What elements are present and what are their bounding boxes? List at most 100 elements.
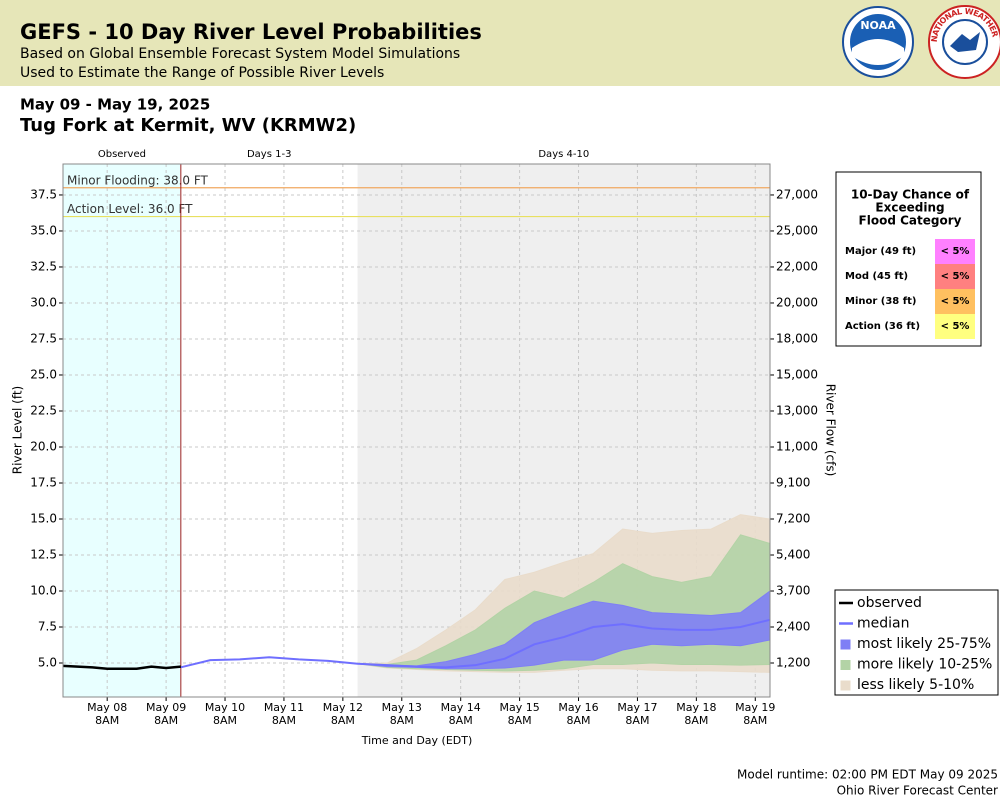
y2-tick-label: 18,000 (776, 331, 818, 345)
x-tick-sublabel: 8AM (390, 714, 414, 727)
chance-value: < 5% (941, 321, 970, 332)
y2-tick-label: 20,000 (776, 295, 818, 309)
x-tick-sublabel: 8AM (567, 714, 591, 727)
page-title: GEFS - 10 Day River Level Probabilities (20, 20, 482, 44)
x-tick-label: May 19 (735, 701, 775, 714)
y2-tick-label: 11,000 (776, 439, 818, 453)
legend-label: most likely 25-75% (857, 636, 991, 652)
y2-tick-label: 1,200 (776, 656, 810, 670)
chance-value: < 5% (941, 271, 970, 282)
x-tick-label: May 16 (558, 701, 598, 714)
x-tick-sublabel: 8AM (154, 714, 178, 727)
legend-box (834, 589, 999, 696)
x-tick-sublabel: 8AM (449, 714, 473, 727)
y2-tick-label: 22,000 (776, 259, 818, 273)
y-tick-label: 17.5 (30, 475, 57, 489)
y-tick-label: 15.0 (30, 511, 57, 525)
series-line (180, 618, 771, 669)
y2-tick-label: 15,000 (776, 367, 818, 381)
chance-cell (935, 264, 975, 289)
x-tick-sublabel: 8AM (331, 714, 355, 727)
legend-swatch (840, 660, 851, 670)
legend-label: more likely 10-25% (857, 657, 992, 673)
legend-label: median (857, 616, 909, 632)
subtitle: Based on Global Ensemble Forecast System… (20, 46, 460, 62)
header-band (0, 0, 1000, 86)
x-tick-label: May 12 (323, 701, 363, 714)
x-tick-label: May 18 (676, 701, 716, 714)
flood-line-label: Action Level: 36.0 FT (67, 202, 193, 216)
chance-cell (935, 289, 975, 314)
x-tick-label: May 11 (264, 701, 304, 714)
region-label: Days 1-3 (247, 149, 291, 160)
legend-label: less likely 5-10% (857, 677, 974, 693)
x-tick-sublabel: 8AM (743, 714, 767, 727)
y2-tick-label: 27,000 (776, 187, 818, 201)
x-axis-label: Time and Day (EDT) (361, 734, 473, 747)
y-tick-label: 37.5 (30, 187, 57, 201)
plot-frame (62, 163, 771, 698)
y-tick-label: 5.0 (38, 656, 57, 670)
chance-cell (935, 314, 975, 339)
legend-swatch (840, 639, 851, 650)
footer-text: Ohio River Forecast Center (837, 784, 998, 798)
x-tick-sublabel: 8AM (684, 714, 708, 727)
y-axis-label: River Level (ft) (11, 386, 25, 474)
series-line (62, 664, 181, 671)
y2-tick-label: 25,000 (776, 223, 818, 237)
x-tick-sublabel: 8AM (95, 714, 119, 727)
chance-cell (935, 239, 975, 264)
x-tick-label: May 17 (617, 701, 657, 714)
y-tick-label: 27.5 (30, 331, 57, 345)
x-tick-label: May 15 (499, 701, 539, 714)
legend-label: observed (857, 595, 922, 611)
y2-tick-label: 5,400 (776, 548, 810, 562)
region (63, 164, 181, 697)
subtitle: Used to Estimate the Range of Possible R… (20, 65, 384, 81)
region-label: Observed (98, 149, 146, 160)
y2-tick-label: 3,700 (776, 584, 810, 598)
y-tick-label: 10.0 (30, 584, 57, 598)
flood-category: Mod (45 ft) (845, 271, 908, 282)
chance-value: < 5% (941, 296, 970, 307)
x-tick-sublabel: 8AM (508, 714, 532, 727)
location: Tug Fork at Kermit, WV (KRMW2) (20, 115, 356, 136)
flood-category: Major (49 ft) (845, 246, 916, 257)
y-tick-label: 12.5 (30, 548, 57, 562)
logo-text: NOAA (860, 19, 896, 32)
x-tick-sublabel: 8AM (625, 714, 649, 727)
y2-tick-label: 13,000 (776, 403, 818, 417)
flood-table-title: Exceeding (875, 201, 944, 215)
flood-table-title: 10-Day Chance of (851, 188, 970, 202)
flood-line-label: Minor Flooding: 38.0 FT (67, 173, 209, 187)
y-tick-label: 30.0 (30, 295, 57, 309)
x-tick-sublabel: 8AM (272, 714, 296, 727)
x-tick-label: May 08 (87, 701, 127, 714)
date-range: May 09 - May 19, 2025 (20, 96, 210, 114)
flood-category: Action (36 ft) (845, 321, 920, 332)
x-tick-label: May 13 (382, 701, 422, 714)
y2-tick-label: 9,100 (776, 475, 810, 489)
noaa-logo: NOAA (842, 6, 914, 78)
y-tick-label: 32.5 (30, 259, 57, 273)
y2-tick-label: 7,200 (776, 511, 810, 525)
chance-value: < 5% (941, 246, 970, 257)
legend-swatch (840, 680, 851, 691)
x-tick-label: May 14 (441, 701, 481, 714)
y-tick-label: 7.5 (38, 620, 57, 634)
y-tick-label: 25.0 (30, 367, 57, 381)
region-label: Days 4-10 (538, 149, 589, 160)
flood-category: Minor (38 ft) (845, 296, 916, 307)
footer-text: Model runtime: 02:00 PM EDT May 09 2025 (737, 768, 998, 782)
y-tick-label: 35.0 (30, 223, 57, 237)
y-tick-label: 20.0 (30, 439, 57, 453)
x-tick-sublabel: 8AM (213, 714, 237, 727)
flood-table-title: Flood Category (859, 214, 962, 228)
region (180, 164, 358, 697)
x-tick-label: May 09 (146, 701, 186, 714)
x-tick-label: May 10 (205, 701, 245, 714)
y2-tick-label: 2,400 (776, 620, 810, 634)
y-tick-label: 22.5 (30, 403, 57, 417)
y2-axis-label: River Flow (cfs) (824, 384, 838, 477)
